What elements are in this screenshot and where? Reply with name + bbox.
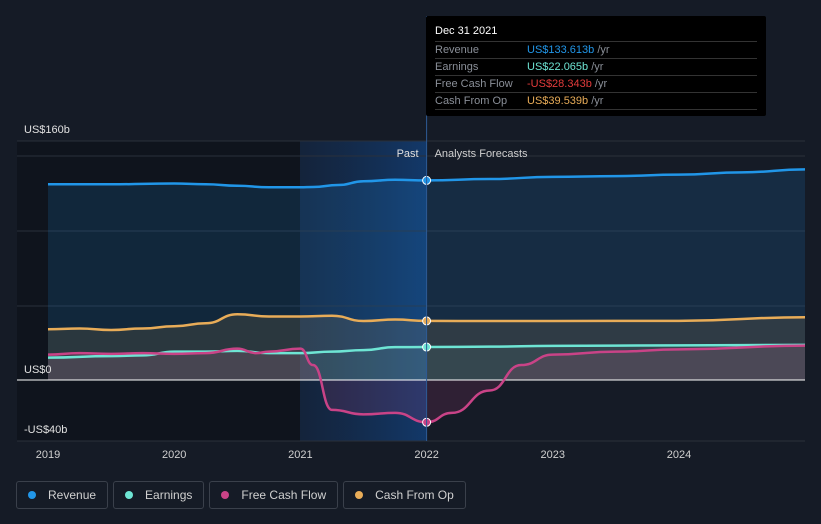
x-tick-label: 2019 — [36, 449, 60, 461]
x-tick-label: 2021 — [288, 449, 312, 461]
tooltip-label: Cash From Op — [435, 95, 508, 107]
tooltip-date: Dec 31 2021 — [435, 25, 498, 37]
tooltip: Dec 31 2021 Revenue US$133.613b /yr Earnin… — [426, 16, 766, 116]
legend-dot-icon — [355, 491, 364, 499]
legend-label: Cash From Op — [375, 488, 454, 502]
tooltip-label: Revenue — [435, 44, 480, 56]
past-shade — [17, 141, 300, 441]
legend-label: Free Cash Flow — [241, 488, 327, 502]
legend-dot-icon — [28, 491, 36, 499]
y-label-top: US$160b — [24, 124, 70, 136]
tooltip-value: -US$28.343b — [527, 78, 592, 90]
forecast-label: Analysts Forecasts — [435, 148, 528, 160]
tooltip-row: Revenue US$133.613b /yr — [435, 41, 757, 58]
tooltip-value: US$133.613b — [527, 44, 595, 56]
legend-item-earnings[interactable]: Earnings — [113, 481, 205, 509]
tooltip-row: Cash From Op US$39.539b /yr — [435, 92, 757, 110]
line-revenue — [48, 168, 806, 189]
tooltip-row: Earnings US$22.065b /yr — [435, 58, 757, 75]
legend-item-revenue[interactable]: Revenue — [16, 481, 109, 509]
line-free-cash-flow — [47, 344, 806, 424]
x-tick-label: 2022 — [414, 449, 438, 461]
x-tick-label: 2020 — [162, 449, 186, 461]
legend: Revenue Earnings Free Cash Flow Cash From O… — [16, 481, 466, 509]
tooltip-label: Earnings — [435, 61, 479, 73]
tooltip-unit: /yr — [594, 78, 608, 90]
y-label-bottom: -US$40b — [24, 424, 67, 436]
legend-item-cash-from-op[interactable]: Cash From Op — [343, 481, 466, 509]
tooltip-value: US$39.539b — [527, 95, 589, 107]
past-label: Past — [397, 148, 419, 160]
legend-label: Revenue — [48, 488, 97, 502]
legend-item-free-cash-flow[interactable]: Free Cash Flow — [209, 481, 339, 509]
past-highlight — [300, 141, 427, 441]
line-cash-from-op — [47, 313, 806, 332]
legend-dot-icon — [221, 491, 230, 499]
x-tick-label: 2024 — [667, 449, 691, 461]
tooltip-value: US$22.065b — [527, 61, 589, 73]
tooltip-unit: /yr — [591, 61, 604, 73]
x-tick-label: 2023 — [541, 449, 565, 461]
tooltip-unit: /yr — [591, 95, 604, 107]
tooltip-unit: /yr — [597, 44, 610, 56]
tooltip-row: Free Cash Flow -US$28.343b /yr — [435, 75, 757, 92]
legend-dot-icon — [125, 491, 134, 499]
tooltip-label: Free Cash Flow — [435, 78, 513, 90]
y-label-zero: US$0 — [24, 364, 52, 376]
legend-label: Earnings — [145, 488, 193, 502]
